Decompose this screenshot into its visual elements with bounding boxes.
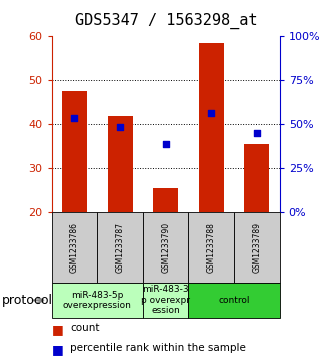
Text: miR-483-3
p overexpr
ession: miR-483-3 p overexpr ession [141,285,190,315]
Text: control: control [218,296,250,305]
Text: percentile rank within the sample: percentile rank within the sample [70,343,246,353]
Text: GSM1233789: GSM1233789 [252,222,261,273]
Point [72,115,77,121]
Text: miR-483-5p
overexpression: miR-483-5p overexpression [63,291,132,310]
Text: GSM1233788: GSM1233788 [207,222,216,273]
Text: GDS5347 / 1563298_at: GDS5347 / 1563298_at [75,13,258,29]
Text: GSM1233786: GSM1233786 [70,222,79,273]
Text: ■: ■ [52,343,63,356]
Bar [62,91,87,212]
Text: GSM1233787: GSM1233787 [116,222,125,273]
Text: protocol: protocol [2,294,53,307]
Point [208,110,214,116]
Text: ■: ■ [52,323,63,336]
Text: count: count [70,323,100,333]
Bar [153,188,178,212]
Point [163,141,168,147]
Text: GSM1233790: GSM1233790 [161,222,170,273]
Bar [199,43,224,212]
Bar [244,144,269,212]
Bar [108,115,133,212]
Point [117,124,123,130]
Point [254,130,260,136]
